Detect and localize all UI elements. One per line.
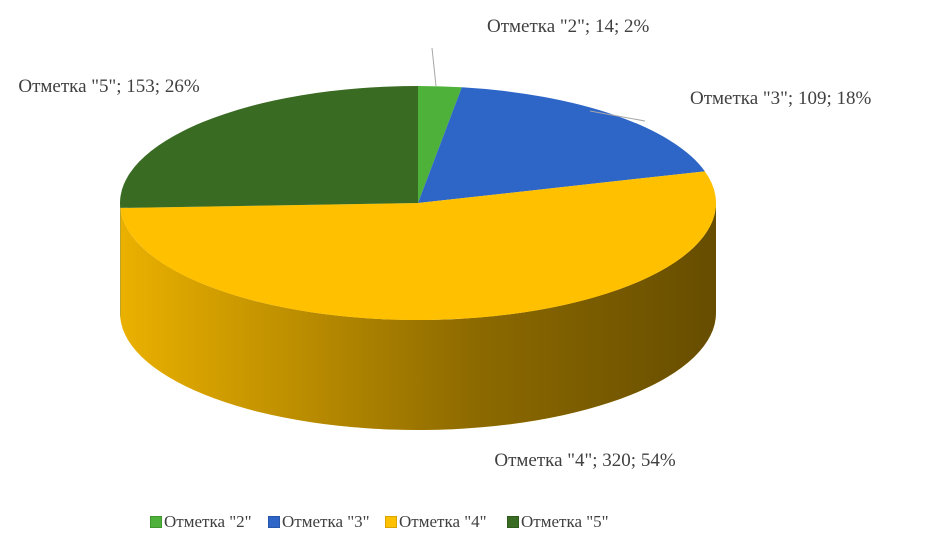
data-label: Отметка "4"; 320; 54% [494, 450, 676, 471]
legend-swatch [507, 516, 519, 528]
slice [418, 87, 705, 203]
legend-label: Отметка "5" [521, 512, 609, 531]
data-label: Отметка "5"; 153; 26% [18, 76, 200, 97]
legend-swatch [385, 516, 397, 528]
legend-swatch [268, 516, 280, 528]
leader-line [431, 47, 437, 87]
data-label: Отметка "2"; 14; 2% [487, 16, 650, 37]
slice [120, 86, 418, 208]
legend-item: Отметка "4" [385, 512, 487, 532]
data-label: Отметка "3"; 109; 18% [690, 88, 872, 109]
legend-item: Отметка "3" [268, 512, 370, 532]
legend-item: Отметка "5" [507, 512, 609, 532]
slice [120, 171, 717, 320]
leader-line [589, 110, 646, 122]
legend-label: Отметка "4" [399, 512, 487, 531]
side-shade [120, 203, 717, 431]
legend-swatch [150, 516, 162, 528]
legend-label: Отметка "3" [282, 512, 370, 531]
slice [418, 86, 462, 203]
legend-label: Отметка "2" [164, 512, 252, 531]
legend-item: Отметка "2" [150, 512, 252, 532]
